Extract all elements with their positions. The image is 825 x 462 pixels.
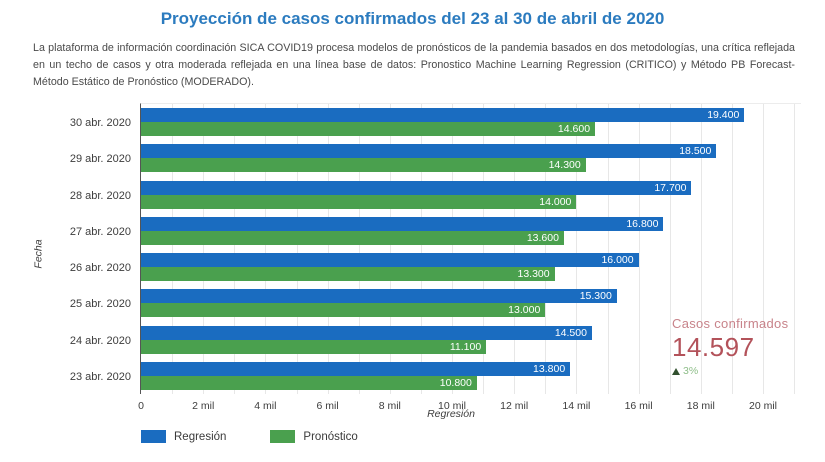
gridline (638, 104, 640, 394)
x-axis-tick-label: 16 mil (624, 400, 653, 412)
bar-value-label: 14.000 (539, 195, 572, 208)
x-axis-tick-label: 4 mil (254, 400, 277, 412)
x-axis-title: Regresión (427, 408, 475, 420)
y-axis-tick-label: 26 abr. 2020 (69, 262, 131, 274)
bar-value-label: 17.700 (654, 181, 687, 194)
kpi-delta-text: 3% (683, 365, 699, 377)
chart-row: 30 abr. 2020 19.400 14.600 (70, 107, 801, 139)
regression-bar[interactable]: 18.500 (141, 144, 717, 159)
chart-legend: Regresión Pronóstico (141, 430, 358, 443)
bar-value-label: 14.500 (554, 326, 587, 339)
legend-label: Regresión (174, 430, 227, 443)
chart-title: Proyección de casos confirmados del 23 a… (160, 9, 665, 28)
gridline (483, 104, 485, 394)
kpi-card: Casos confirmados 14.597 3% (672, 316, 788, 377)
gridline (700, 104, 702, 394)
regression-bar[interactable]: 16.000 (141, 253, 639, 267)
gridline (327, 104, 329, 394)
gridline (265, 104, 267, 394)
regression-bar[interactable]: 14.500 (141, 325, 592, 340)
gridline (172, 104, 174, 394)
gridline (576, 104, 578, 394)
y-axis-tick-label: 25 abr. 2020 (69, 298, 131, 311)
forecast-bar[interactable]: 10.800 (141, 375, 477, 390)
y-axis-tick-label: 23 abr. 2020 (69, 370, 131, 383)
x-axis-tick-label: 18 mil (686, 400, 715, 412)
bar-value-label: 11.100 (449, 340, 482, 353)
forecast-bar[interactable]: 14.600 (141, 122, 596, 136)
gridline (358, 104, 360, 394)
forecast-legend-swatch-icon (270, 430, 296, 443)
bar-value-label: 15.300 (579, 290, 612, 303)
chart-row: 27 abr. 2020 16.800 13.600 (70, 216, 801, 248)
x-axis-tick-label: 14 mil (562, 400, 591, 412)
chart-row: 28 abr. 2020 17.700 14.000 (70, 180, 801, 212)
forecast-bar[interactable]: 13.600 (141, 230, 564, 245)
bar-value-label: 13.600 (526, 231, 559, 244)
legend-label: Pronóstico (303, 430, 358, 443)
bar-value-label: 10.800 (439, 376, 472, 389)
chart-row: 26 abr. 2020 16.000 13.300 (70, 252, 801, 284)
gridline (452, 104, 453, 394)
kpi-delta: 3% (672, 365, 788, 377)
bar-chart-plot: 30 abr. 2020 19.400 14.600 29 abr. 2020 18.5… (70, 103, 801, 412)
bar-value-label: 13.000 (508, 304, 541, 317)
regression-bar[interactable]: 13.800 (141, 361, 571, 376)
x-axis-tick-label: 10 mil (437, 400, 467, 412)
bar-value-label: 16.000 (601, 254, 634, 266)
bar-value-label: 14.600 (557, 123, 591, 135)
forecast-bar[interactable]: 13.300 (141, 267, 555, 281)
x-axis-tick-label: 2 mil (192, 400, 215, 412)
regression-legend-swatch-icon (141, 430, 166, 443)
gridline (607, 104, 609, 394)
forecast-bar[interactable]: 14.300 (141, 158, 586, 173)
chart-description: La plataforma de información coordinació… (33, 42, 795, 88)
x-axis-tick-label: 20 mil (748, 400, 778, 412)
kpi-label: Casos confirmados (672, 316, 789, 331)
gridline (514, 104, 516, 394)
y-axis-tick-label: 27 abr. 2020 (69, 225, 131, 238)
regression-bar[interactable]: 15.300 (141, 289, 617, 304)
regression-bar[interactable]: 16.800 (141, 216, 664, 231)
chart-row: 24 abr. 2020 14.500 11.100 (70, 325, 801, 357)
regression-bar[interactable]: 17.700 (141, 180, 692, 195)
gridline (794, 104, 796, 394)
bar-value-label: 16.800 (626, 217, 659, 230)
x-axis-tick-label: 0 (138, 400, 144, 412)
bar-value-label: 13.300 (517, 268, 550, 280)
forecast-bar[interactable]: 13.000 (141, 303, 546, 318)
chart-row: 25 abr. 2020 15.300 13.000 (70, 288, 801, 320)
x-axis-tick-label: 8 mil (378, 400, 401, 412)
x-axis-tick-label: 12 mil (500, 400, 529, 412)
y-axis-tick-label: 24 abr. 2020 (69, 334, 131, 347)
gridline (731, 104, 733, 394)
arrow-up-icon (672, 367, 680, 375)
y-axis-tick-label: 28 abr. 2020 (69, 189, 131, 202)
forecast-bar[interactable]: 11.100 (141, 339, 487, 354)
bar-value-label: 13.800 (533, 362, 566, 375)
gridline (420, 104, 422, 394)
legend-item-regresion[interactable]: Regresión (141, 430, 226, 443)
bar-value-label: 14.300 (548, 159, 581, 172)
kpi-value: 14.597 (672, 332, 755, 362)
x-axis-tick-label: 6 mil (316, 400, 339, 412)
y-axis-tick-label: 30 abr. 2020 (69, 117, 131, 129)
gridline (296, 104, 298, 394)
bar-value-label: 18.500 (679, 145, 712, 158)
gridline (545, 104, 547, 394)
forecast-bar[interactable]: 14.000 (141, 194, 577, 209)
bar-value-label: 19.400 (707, 109, 740, 121)
gridline (669, 104, 671, 394)
regression-bar[interactable]: 19.400 (141, 108, 745, 122)
chart-row: 23 abr. 2020 13.800 10.800 (70, 361, 801, 393)
y-axis-tick-label: 29 abr. 2020 (69, 153, 131, 166)
y-axis-title: Fecha (32, 239, 45, 269)
chart-row: 29 abr. 2020 18.500 14.300 (70, 143, 801, 175)
gridline (203, 104, 205, 394)
gridline (389, 104, 391, 394)
gridline (234, 104, 236, 394)
gridline (763, 104, 764, 394)
legend-item-pronostico[interactable]: Pronóstico (270, 430, 358, 443)
